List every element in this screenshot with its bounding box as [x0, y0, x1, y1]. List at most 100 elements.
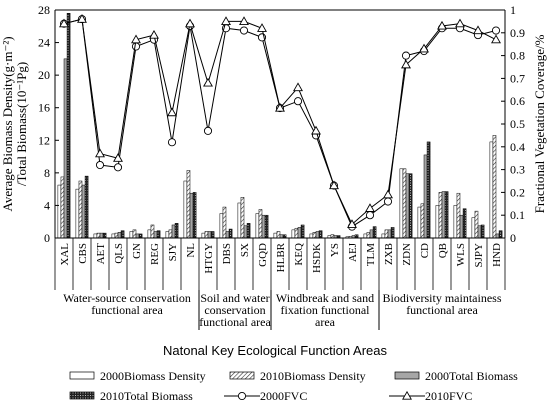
category-label-REG: REG: [149, 243, 161, 265]
bar-2000Biomass Density-HSDK: [309, 233, 314, 239]
point-2010FVC-HND: [491, 34, 501, 44]
bar-2010Total Biomass-HND: [498, 230, 503, 239]
left-tick-label: 4: [44, 198, 50, 212]
group-label: Soil and water: [200, 291, 269, 305]
bar-2000Total Biomass-CD: [423, 154, 428, 239]
bar-2000Total Biomass-HSDK: [315, 231, 320, 239]
bar-2000Total Biomass-QB: [441, 191, 446, 239]
right-tick-label: 0.8: [510, 49, 525, 63]
point-2010FVC-HSDK: [311, 125, 321, 135]
bar-2000Total Biomass-DBS: [225, 231, 230, 239]
bar-2000Biomass Density-TLM: [363, 233, 368, 239]
y-axis-title-left: /Total Biomass(10⁻¹Pg): [14, 62, 29, 186]
bar-2010Biomass Density-DBS: [222, 206, 227, 239]
labels: 0 4 8 12 16 20 24 28 0 0.1 0.2 0.3 0.4 0.5 0.6 0.7 0.8 0.…: [0, 3, 547, 358]
group-label: functional area: [91, 303, 163, 317]
category-label-NL: NL: [185, 243, 197, 258]
legend-swatch: [69, 371, 95, 380]
point-2010FVC-ZDN: [401, 59, 411, 69]
bar-2000Biomass Density-NL: [183, 180, 188, 239]
bar-2010Total Biomass-WLS: [462, 208, 467, 239]
group-label: Water-source conservation: [63, 291, 191, 305]
right-tick-label: 0.6: [510, 94, 525, 108]
category-label-ZXB: ZXB: [383, 243, 395, 265]
bar-2000Biomass Density-ZDN: [399, 168, 404, 239]
axes: [54, 9, 506, 330]
bar-2000Total Biomass-CBS: [81, 184, 86, 239]
bar-2010Total Biomass-ZDN: [408, 173, 413, 239]
category-label-WLS: WLS: [455, 243, 467, 266]
bar-2000Total Biomass-SX: [243, 225, 248, 239]
point-2000FVC-ZXB: [383, 197, 393, 206]
bar-2000Biomass Density-SX: [237, 202, 242, 239]
point-2010FVC-XAL: [59, 18, 69, 28]
category-label-SJPY: SJPY: [473, 243, 485, 268]
bar-2010Total Biomass-SX: [246, 223, 251, 239]
category-label-GQD: GQD: [257, 243, 269, 267]
bar-2010Biomass Density-HSDK: [312, 232, 317, 239]
bar-2000Total Biomass-KEQ: [297, 227, 302, 239]
category-label-HLBR: HLBR: [275, 242, 287, 272]
bar-2010Total Biomass-KEQ: [300, 224, 305, 239]
point-2000FVC-HTGY: [203, 126, 213, 135]
point-2010FVC-YS: [329, 180, 339, 190]
bar-2000Biomass Density-CD: [417, 206, 422, 239]
plot-area: [57, 13, 503, 239]
category-label-YS: YS: [329, 243, 341, 257]
legend: 2000Biomass Density 2010Biomass Density 20…: [69, 369, 518, 403]
bar-2010Biomass Density-GQD: [258, 209, 263, 239]
legend-item-2000Total Biomass: 2000Total Biomass: [394, 369, 518, 383]
legend-label: 2000Total Biomass: [425, 369, 518, 383]
y-axis-title-left: Average Biomass Density(g·m⁻²): [0, 36, 15, 211]
category-label-GN: GN: [131, 243, 143, 259]
bar-2000Biomass Density-CBS: [75, 188, 80, 239]
bar-2010Total Biomass-NL: [192, 192, 197, 239]
category-label-HND: HND: [491, 243, 503, 267]
bar-2010Biomass Density-HND: [492, 135, 497, 239]
point-2010FVC-SJY: [167, 107, 177, 117]
bar-2010Total Biomass-HTGY: [210, 231, 215, 239]
category-label-CBS: CBS: [77, 243, 89, 264]
category-label-TLM: TLM: [365, 243, 377, 266]
right-tick-label: 1: [510, 3, 516, 17]
bar-2010Biomass Density-QB: [438, 192, 443, 239]
point-2010FVC-REG: [149, 29, 159, 39]
bar-2000Total Biomass-QLS: [117, 232, 122, 239]
bar-2010Biomass Density-CBS: [78, 180, 83, 239]
bar-2000Biomass Density-GN: [129, 231, 134, 239]
right-tick-label: 0.3: [510, 163, 525, 177]
legend-item-2000Biomass Density: 2000Biomass Density: [69, 369, 206, 383]
right-tick-label: 0.2: [510, 185, 525, 199]
category-label-SX: SX: [239, 243, 251, 257]
bar-2010Biomass Density-HLBR: [276, 231, 281, 239]
bar-2000Biomass Density-GQD: [255, 213, 260, 239]
bar-2010Biomass Density-SX: [240, 197, 245, 239]
bar-2000Biomass Density-REG: [147, 229, 152, 239]
group-label: Biodiversity maintainess: [383, 291, 502, 305]
point-2010FVC-NL: [185, 18, 195, 28]
group-label: area: [315, 315, 336, 329]
legend-swatch: [69, 391, 95, 400]
point-2010FVC-AEJ: [347, 219, 357, 228]
point-2010FVC-HTGY: [203, 77, 213, 87]
point-2000FVC-HND: [491, 26, 501, 35]
point-2010FVC-KEQ: [293, 82, 303, 92]
bar-2000Total Biomass-NL: [189, 192, 194, 239]
category-label-HTGY: HTGY: [203, 243, 215, 274]
right-tick-label: 0.7: [510, 71, 525, 85]
bar-2010Total Biomass-ZXB: [390, 227, 395, 239]
point-2010FVC-CD: [419, 43, 429, 53]
bar-2010Total Biomass-QB: [444, 191, 449, 239]
bar-2000Biomass Density-XAL: [57, 184, 62, 239]
bar-2000Biomass Density-SJPY: [471, 217, 476, 239]
category-label-SJY: SJY: [167, 243, 179, 261]
left-tick-label: 20: [38, 68, 50, 82]
bar-2000Total Biomass-SJPY: [477, 225, 482, 239]
point-2000FVC-GN: [131, 42, 141, 51]
bar-2010Total Biomass-TLM: [372, 226, 377, 239]
point-2010FVC-GN: [131, 34, 141, 44]
point-2000FVC-SX: [239, 26, 249, 35]
point-2000FVC-SJY: [167, 138, 177, 147]
bar-2010Biomass Density-ZDN: [402, 168, 407, 239]
